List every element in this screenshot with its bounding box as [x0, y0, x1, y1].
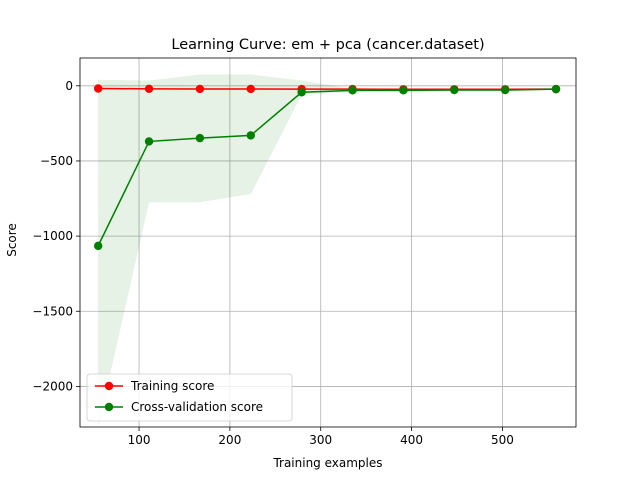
legend-swatch-marker [104, 381, 114, 391]
series-line-0 [98, 87, 557, 91]
series-lines [93, 84, 561, 251]
data-point-1 [144, 137, 154, 146]
y-tick-label: −1500 [32, 304, 73, 318]
data-point-0 [195, 84, 205, 94]
chart-title: Learning Curve: em + pca (cancer.dataset… [171, 37, 484, 53]
y-tick-label: −1000 [32, 229, 73, 243]
data-point-0 [144, 84, 154, 94]
x-tick-label: 100 [128, 433, 151, 447]
legend-swatch-marker [104, 402, 114, 412]
y-axis-title: Score [5, 223, 19, 257]
x-tick-label: 400 [400, 433, 423, 447]
y-tick-label: 0 [65, 79, 73, 93]
axes: 100 200 300 400 500 0 −500 −1000 −1500 −2000 [32, 57, 577, 447]
x-tick-label: 300 [309, 433, 332, 447]
x-tick-label: 500 [491, 433, 514, 447]
legend-label: Training score [130, 379, 214, 393]
series-band-1 [98, 74, 557, 427]
x-tick-label: 200 [218, 433, 241, 447]
plot-frame [79, 57, 577, 428]
data-point-0 [93, 84, 103, 93]
data-point-1 [399, 86, 408, 95]
data-point-1 [348, 86, 357, 95]
data-point-1 [500, 85, 510, 95]
legend: Training score Cross-validation score [86, 373, 293, 422]
series-line-1 [97, 88, 557, 247]
data-point-1 [551, 84, 561, 94]
y-tick-label: −2000 [32, 379, 73, 393]
data-point-1 [450, 85, 459, 95]
legend-label: Cross-validation score [131, 400, 263, 414]
x-axis-title: Training examples [272, 456, 382, 470]
data-point-1 [195, 133, 205, 143]
y-tick-label: −500 [40, 154, 73, 168]
grid-lines [80, 58, 576, 427]
legend-box [86, 373, 293, 422]
data-point-1 [297, 88, 306, 97]
data-point-1 [93, 241, 103, 251]
data-point-0 [246, 84, 255, 94]
data-point-1 [246, 131, 255, 140]
